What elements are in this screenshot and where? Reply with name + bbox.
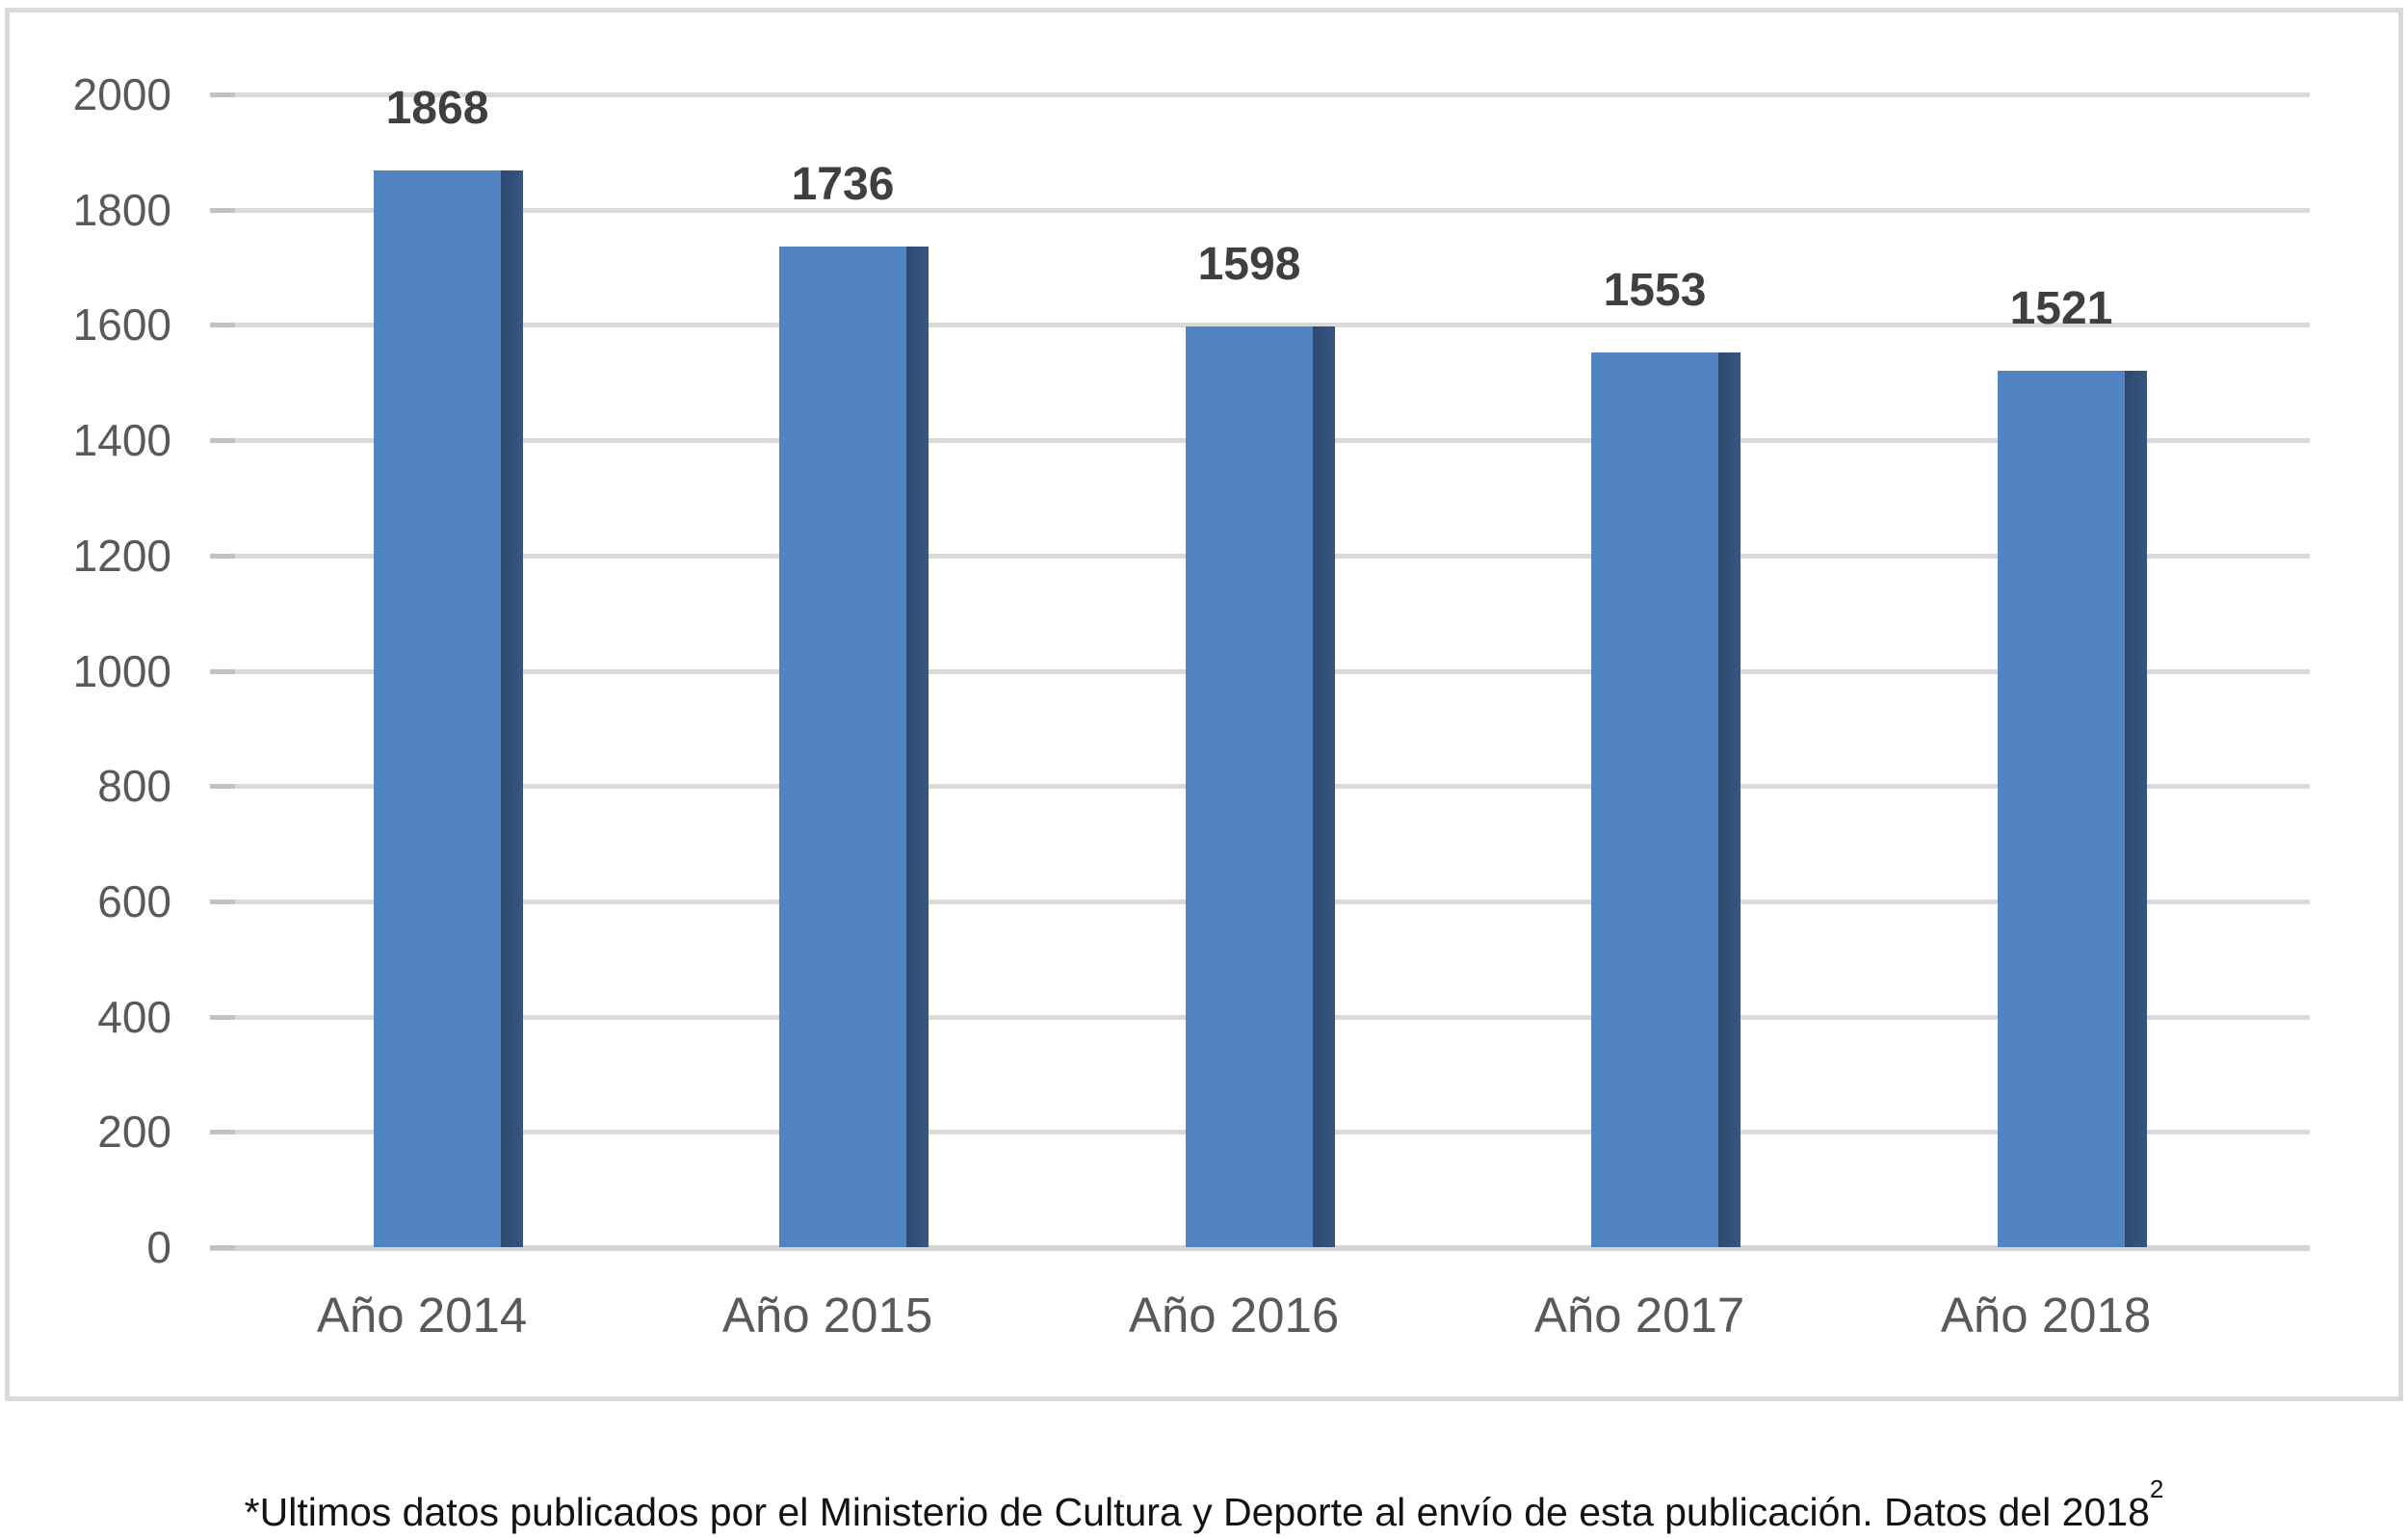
x-axis-category-label: Año 2018 bbox=[1940, 1288, 2152, 1342]
y-axis-tick bbox=[210, 1245, 235, 1250]
y-axis-tick-label: 800 bbox=[97, 761, 171, 812]
y-axis-tick-label: 1800 bbox=[72, 184, 171, 235]
bar-front-face bbox=[1591, 352, 1718, 1247]
bar-value-label: 1553 bbox=[1603, 264, 1707, 316]
y-axis-tick bbox=[210, 92, 235, 97]
y-axis-tick bbox=[210, 784, 235, 790]
y-axis-tick-label: 200 bbox=[97, 1107, 171, 1158]
bar-side-face bbox=[1313, 326, 1335, 1247]
bar-value-label: 1598 bbox=[1197, 238, 1301, 290]
y-axis-tick-label: 400 bbox=[97, 991, 171, 1042]
bar-año-2014 bbox=[374, 170, 523, 1247]
y-axis-tick-label: 1600 bbox=[72, 300, 171, 351]
bar-side-face bbox=[501, 170, 523, 1247]
bar-side-face bbox=[1718, 352, 1741, 1247]
y-gridline bbox=[210, 207, 2310, 213]
bar-value-label: 1868 bbox=[385, 83, 489, 134]
footnote-superscript: 2 bbox=[2149, 1474, 2164, 1504]
y-axis-tick-label: 1000 bbox=[72, 645, 171, 696]
x-axis-category-label: Año 2017 bbox=[1533, 1288, 1745, 1342]
x-axis-category-label: Año 2016 bbox=[1128, 1288, 1340, 1342]
y-axis-tick-label: 600 bbox=[97, 875, 171, 926]
bar-side-face bbox=[906, 247, 929, 1247]
y-axis-tick bbox=[210, 1014, 235, 1020]
x-axis-category-label: Año 2015 bbox=[721, 1288, 933, 1342]
y-axis-tick-label: 0 bbox=[146, 1222, 171, 1272]
y-axis-tick-label: 2000 bbox=[72, 69, 171, 119]
footnote-text: *Ultimos datos publicados por el Ministe… bbox=[244, 1490, 2150, 1534]
bar-año-2015 bbox=[779, 247, 929, 1247]
y-axis-tick-label: 1400 bbox=[72, 415, 171, 466]
bar-año-2018 bbox=[1998, 370, 2147, 1247]
bar-front-face bbox=[1186, 326, 1313, 1247]
y-axis-tick bbox=[210, 1130, 235, 1135]
y-axis-tick bbox=[210, 207, 235, 213]
bar-side-face bbox=[2125, 370, 2147, 1247]
bar-value-label: 1521 bbox=[2009, 282, 2113, 334]
y-gridline bbox=[210, 92, 2310, 97]
y-axis-tick bbox=[210, 323, 235, 328]
bar-front-face bbox=[374, 170, 501, 1247]
bar-value-label: 1736 bbox=[791, 159, 895, 210]
y-gridline bbox=[210, 323, 2310, 328]
y-axis-tick bbox=[210, 899, 235, 904]
bar-año-2017 bbox=[1591, 352, 1741, 1247]
bar-año-2016 bbox=[1186, 326, 1335, 1247]
y-axis-tick-label: 1200 bbox=[72, 530, 171, 581]
bar-front-face bbox=[779, 247, 906, 1247]
y-axis-tick bbox=[210, 553, 235, 559]
x-axis-category-label: Año 2014 bbox=[316, 1288, 528, 1342]
bar-front-face bbox=[1998, 370, 2125, 1247]
x-axis-line bbox=[210, 1245, 2310, 1251]
y-axis-tick bbox=[210, 438, 235, 444]
y-axis-tick bbox=[210, 668, 235, 674]
chart-footnote: *Ultimos datos publicados por el Ministe… bbox=[244, 1476, 2164, 1535]
